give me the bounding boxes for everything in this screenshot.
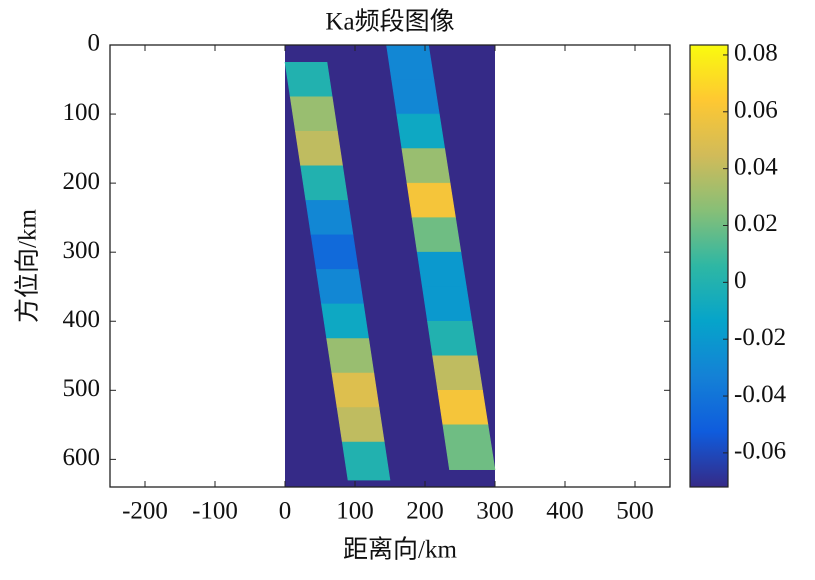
swath-segment [432,355,483,391]
swath-segment [305,200,354,236]
x-tick-label: 0 [279,498,292,525]
swath-segment [326,338,375,374]
y-tick-label: 200 [63,168,101,195]
x-tick-label: 200 [406,498,444,525]
swath-segment [442,424,496,471]
y-tick-label: 500 [63,375,101,402]
y-axis-label: 方位向/km [14,209,42,323]
plot-frame [109,44,671,488]
swath-segment [411,217,462,253]
swath-segment [437,390,489,426]
x-tick-label: -100 [192,498,238,525]
colorbar-tick-label: 0.02 [734,210,778,237]
x-tick-label: 300 [476,498,514,525]
x-tick-label: 400 [546,498,584,525]
swath-segment [295,131,343,167]
y-tick-label: 600 [63,444,101,471]
chart-title: Ka频段图像 [325,8,454,36]
colorbar-tick-label: -0.02 [734,324,786,351]
swath-segment [289,96,338,132]
y-tick-label: 100 [63,99,101,126]
y-tick-label: 400 [63,306,101,333]
swath-segment [321,303,370,339]
swath-segment [331,372,380,408]
colorbar-tick-label: 0.08 [734,40,778,67]
colorbar-tick-label: -0.04 [734,381,787,408]
swath-segment [310,234,359,270]
swath-segment [406,182,456,218]
x-tick-label: 100 [336,498,374,525]
colorbar-tick-label: 0.04 [734,153,778,180]
y-tick-label: 0 [88,30,101,57]
swath-segment [396,113,446,149]
colorbar-tick-label: -0.06 [734,438,786,465]
swath-segment [416,251,467,288]
swath-segment [315,269,364,305]
x-tick-label: -200 [122,498,168,525]
swath-segment [401,148,451,184]
swath-segment [422,286,473,322]
y-tick-label: 300 [63,237,101,264]
x-tick-label: 500 [616,498,654,525]
x-axis-label: 距离向/km [343,536,457,564]
swath-segment [336,407,385,443]
swath-segment [386,44,435,80]
swath-segment [427,320,478,357]
swath-segment [341,441,391,481]
swath-segment [284,61,333,98]
swath-segment [300,165,349,201]
swath-segment [391,79,440,115]
colorbar-tick-label: 0 [734,267,747,294]
colorbar [689,44,729,488]
colorbar-tick-label: 0.06 [734,97,778,124]
